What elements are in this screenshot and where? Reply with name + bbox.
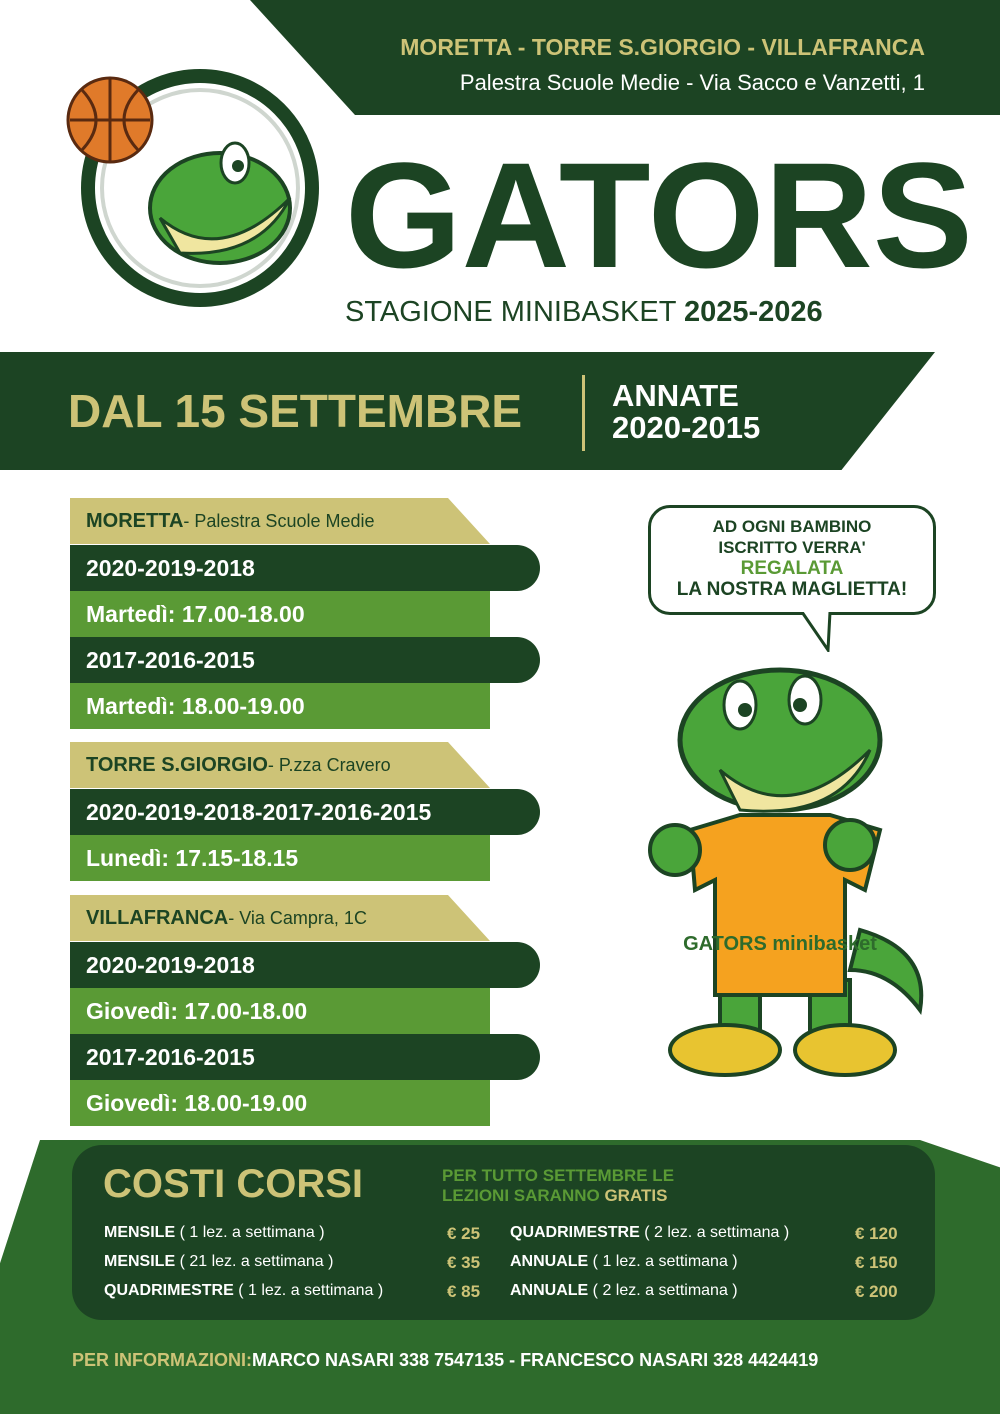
promo: PER TUTTO SETTEMBRE LE LEZIONI SARANNO G…	[442, 1166, 674, 1206]
cost-name: MENSILE	[104, 1253, 176, 1270]
season-label: STAGIONE MINIBASKET	[345, 296, 676, 328]
location-name: VILLAFRANCA	[86, 906, 229, 929]
cost-price: € 150	[855, 1253, 898, 1272]
bubble-line: AD OGNI BAMBINO	[712, 517, 872, 536]
cost-item: MENSILE ( 21 lez. a settimana )	[104, 1253, 333, 1271]
cost-price: € 85	[447, 1282, 481, 1301]
footer-label: PER INFORMAZIONI:	[72, 1350, 252, 1370]
schedule-time: Martedì: 18.00-19.00	[70, 683, 490, 729]
annate-years: 2020-2015	[612, 410, 761, 445]
costs-title: COSTI CORSI	[103, 1162, 364, 1206]
cost-name: MENSILE	[104, 1224, 176, 1241]
cost-name: QUADRIMESTRE	[510, 1224, 640, 1241]
start-date: DAL 15 SETTEMBRE	[68, 385, 523, 437]
cost-detail: ( 1 lez. a settimana )	[233, 1282, 384, 1299]
cost-item: QUADRIMESTRE ( 2 lez. a settimana )	[510, 1224, 789, 1242]
towns: MORETTA - TORRE S.GIORGIO - VILLAFRANCA	[400, 34, 925, 60]
schedule-years: 2020-2019-2018	[70, 942, 540, 988]
cost-name: ANNUALE	[510, 1282, 589, 1299]
season-years: 2025-2026	[683, 296, 823, 328]
speech-bubble: AD OGNI BAMBINO ISCRITTO VERRA' REGALATA…	[648, 505, 936, 615]
bubble-line: LA NOSTRA MAGLIETTA!	[676, 579, 908, 600]
bubble-line: ISCRITTO VERRA'	[718, 538, 866, 557]
cost-item: ANNUALE ( 2 lez. a settimana )	[510, 1282, 738, 1300]
bubble-line: REGALATA	[740, 558, 844, 579]
venue: Palestra Scuole Medie - Via Sacco e Vanz…	[459, 70, 925, 95]
schedule-years: 2020-2019-2018-2017-2016-2015	[70, 789, 540, 835]
promo-gratis: GRATIS	[604, 1186, 668, 1205]
bubble-tail	[800, 612, 832, 652]
gator-mascot: GATORS minibasket	[648, 667, 924, 1077]
annate-label: ANNATE	[612, 378, 739, 413]
location-name: MORETTA	[86, 509, 184, 532]
shirt-logo: GATORS minibasket	[683, 933, 877, 955]
location-place: - Via Campra, 1C	[228, 907, 367, 928]
cost-item: QUADRIMESTRE ( 1 lez. a settimana )	[104, 1282, 383, 1300]
cost-detail: ( 21 lez. a settimana )	[175, 1253, 334, 1270]
footer-contacts: MARCO NASARI 338 7547135 - FRANCESCO NAS…	[252, 1350, 819, 1370]
schedule-years: 2017-2016-2015	[70, 637, 540, 683]
divider	[582, 375, 585, 451]
schedule-time: Giovedì: 17.00-18.00	[70, 988, 490, 1034]
top-banner	[250, 0, 1000, 115]
cost-name: ANNUALE	[510, 1253, 589, 1270]
schedule-time: Giovedì: 18.00-19.00	[70, 1080, 490, 1126]
annate: ANNATE 2020-2015	[612, 380, 760, 444]
start-band	[0, 352, 935, 470]
cost-detail: ( 1 lez. a settimana )	[175, 1224, 325, 1241]
cost-detail: ( 2 lez. a settimana )	[639, 1224, 790, 1241]
location-header: VILLAFRANCA - Via Campra, 1C	[70, 895, 490, 941]
cost-price: € 120	[855, 1224, 898, 1243]
location-header: TORRE S.GIORGIO - P.zza Cravero	[70, 742, 490, 788]
schedule-time: Lunedì: 17.15-18.15	[70, 835, 490, 881]
location-header: MORETTA - Palestra Scuole Medie	[70, 498, 490, 544]
cost-item: ANNUALE ( 1 lez. a settimana )	[510, 1253, 738, 1271]
cost-name: QUADRIMESTRE	[104, 1282, 234, 1299]
cost-detail: ( 2 lez. a settimana )	[588, 1282, 738, 1299]
season: STAGIONE MINIBASKET 2025-2026	[345, 296, 823, 329]
schedule-years: 2017-2016-2015	[70, 1034, 540, 1080]
location-name: TORRE S.GIORGIO	[86, 753, 268, 776]
promo-line: PER TUTTO SETTEMBRE LE	[442, 1166, 675, 1185]
schedule-time: Martedì: 17.00-18.00	[70, 591, 490, 637]
gator-logo	[66, 69, 319, 307]
location-place: - Palestra Scuole Medie	[183, 510, 375, 531]
cost-price: € 25	[447, 1224, 481, 1243]
costs-box	[72, 1145, 935, 1320]
schedule-years: 2020-2019-2018	[70, 545, 540, 591]
cost-price: € 200	[855, 1282, 898, 1301]
title: GATORS	[345, 131, 973, 299]
cost-price: € 35	[447, 1253, 481, 1272]
promo-line: LEZIONI SARANNO	[442, 1186, 605, 1205]
location-place: - P.zza Cravero	[267, 754, 391, 775]
cost-item: MENSILE ( 1 lez. a settimana )	[104, 1224, 325, 1242]
cost-detail: ( 1 lez. a settimana )	[588, 1253, 738, 1270]
footer: PER INFORMAZIONI:MARCO NASARI 338 754713…	[72, 1350, 818, 1371]
